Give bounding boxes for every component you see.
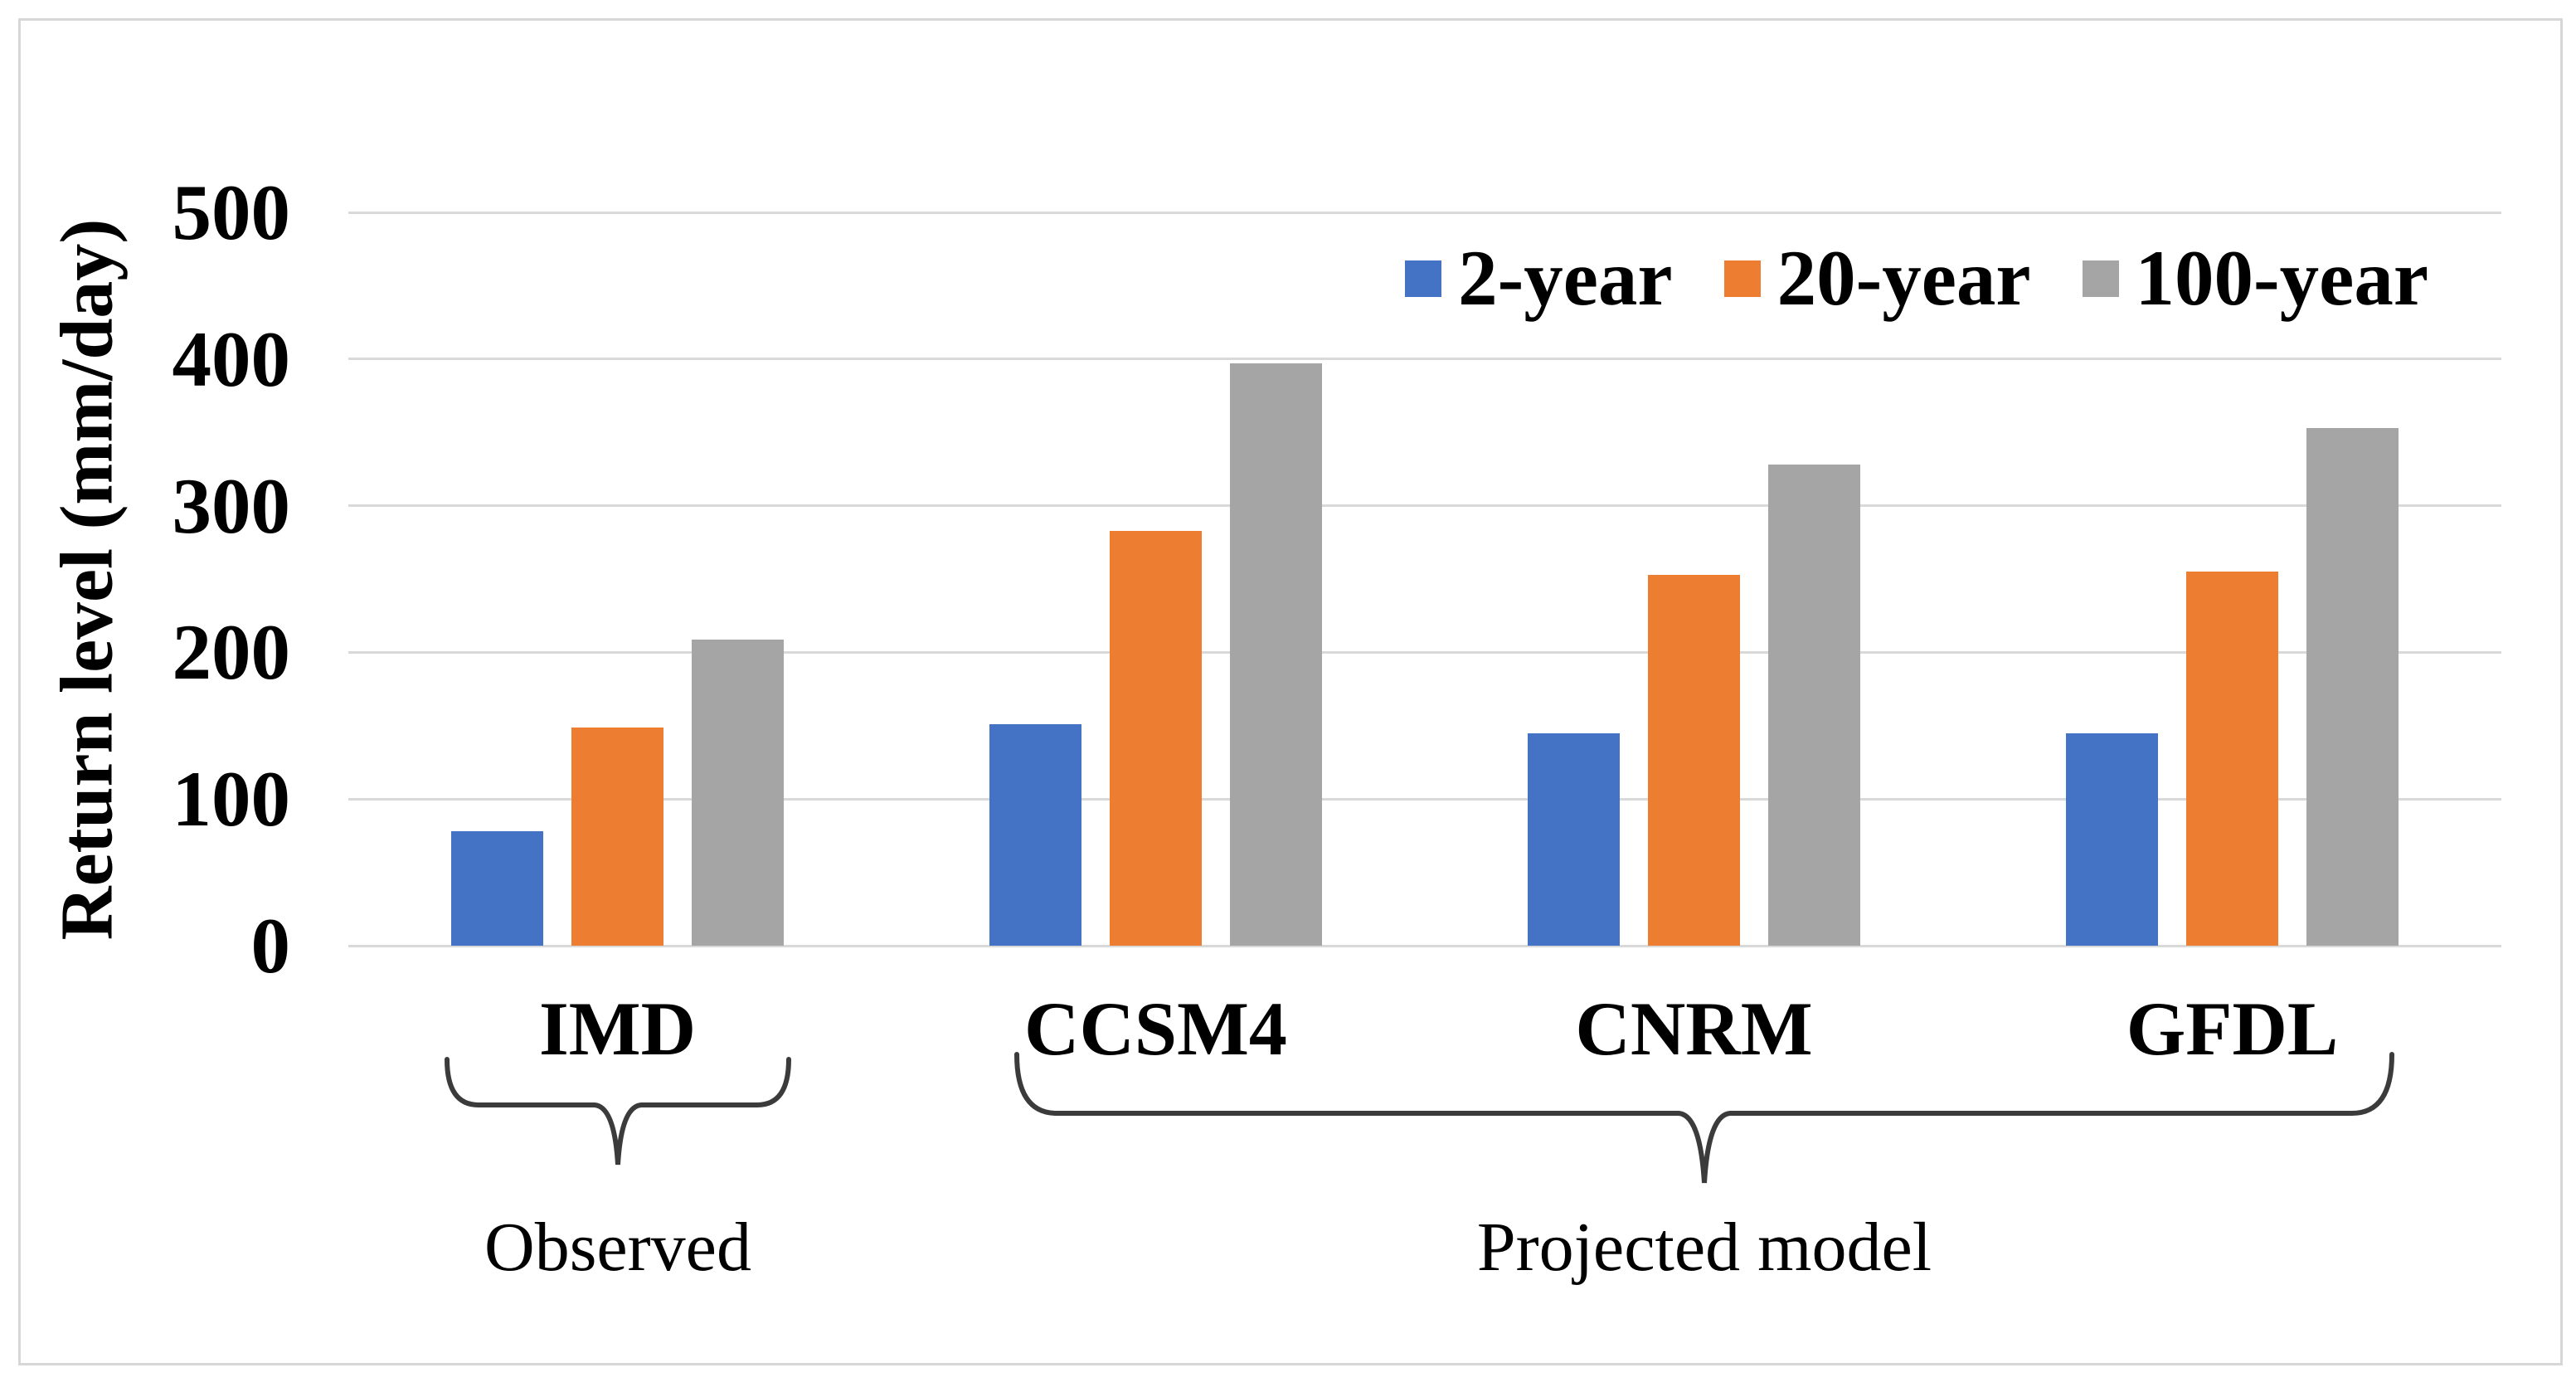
gridline-100 [348, 797, 2501, 801]
bar-GFDL-2-year [2066, 733, 2158, 946]
x-category-label-CCSM4: CCSM4 [1024, 986, 1287, 1071]
projected-model-label: Projected model [1476, 1209, 1932, 1286]
legend: 2-year 20-year 100-year [1405, 239, 2428, 318]
y-tick-label-0: 0 [250, 902, 291, 990]
y-tick-label-500: 500 [172, 168, 291, 256]
bar-GFDL-20-year [2186, 572, 2278, 946]
x-category-label-GFDL: GFDL [2126, 986, 2339, 1071]
legend-label-20-year: 20-year [1776, 234, 2031, 322]
bar-IMD-2-year [451, 831, 543, 946]
bar-CCSM4-20-year [1110, 530, 1202, 946]
projected-model-brace [1014, 1052, 2394, 1184]
gridline-500 [348, 211, 2501, 214]
gridline-300 [348, 504, 2501, 508]
legend-item-20-year: 20-year [1723, 234, 2031, 322]
bar-GFDL-100-year [2306, 427, 2399, 946]
bar-CNRM-100-year [1768, 465, 1860, 946]
bar-CNRM-2-year [1528, 733, 1620, 946]
y-tick-label-300: 300 [172, 461, 291, 550]
legend-label-100-year: 100-year [2135, 234, 2428, 322]
legend-swatch-2-year [1405, 260, 1442, 297]
bar-CCSM4-100-year [1230, 363, 1322, 946]
legend-item-100-year: 100-year [2082, 234, 2428, 322]
bar-CNRM-20-year [1648, 574, 1740, 946]
gridline-400 [348, 358, 2501, 361]
bar-IMD-20-year [571, 727, 663, 946]
legend-item-2-year: 2-year [1405, 234, 1673, 322]
y-tick-label-200: 200 [172, 608, 291, 697]
x-category-label-IMD: IMD [538, 986, 697, 1071]
observed-label: Observed [484, 1209, 751, 1286]
y-tick-label-400: 400 [172, 314, 291, 403]
legend-label-2-year: 2-year [1458, 234, 1673, 322]
gridline-200 [348, 650, 2501, 654]
x-category-label-CNRM: CNRM [1575, 986, 1813, 1071]
x-axis-category-labels: IMD CCSM4 CNRM GFDL [348, 979, 2501, 1078]
legend-swatch-20-year [1723, 260, 1761, 297]
observed-brace [445, 1057, 791, 1166]
bar-CCSM4-2-year [989, 724, 1081, 946]
gridline-0 [348, 944, 2501, 947]
bar-IMD-100-year [692, 639, 784, 946]
legend-swatch-100-year [2082, 260, 2119, 297]
plot-area [348, 211, 2501, 947]
y-tick-label-100: 100 [172, 755, 291, 844]
